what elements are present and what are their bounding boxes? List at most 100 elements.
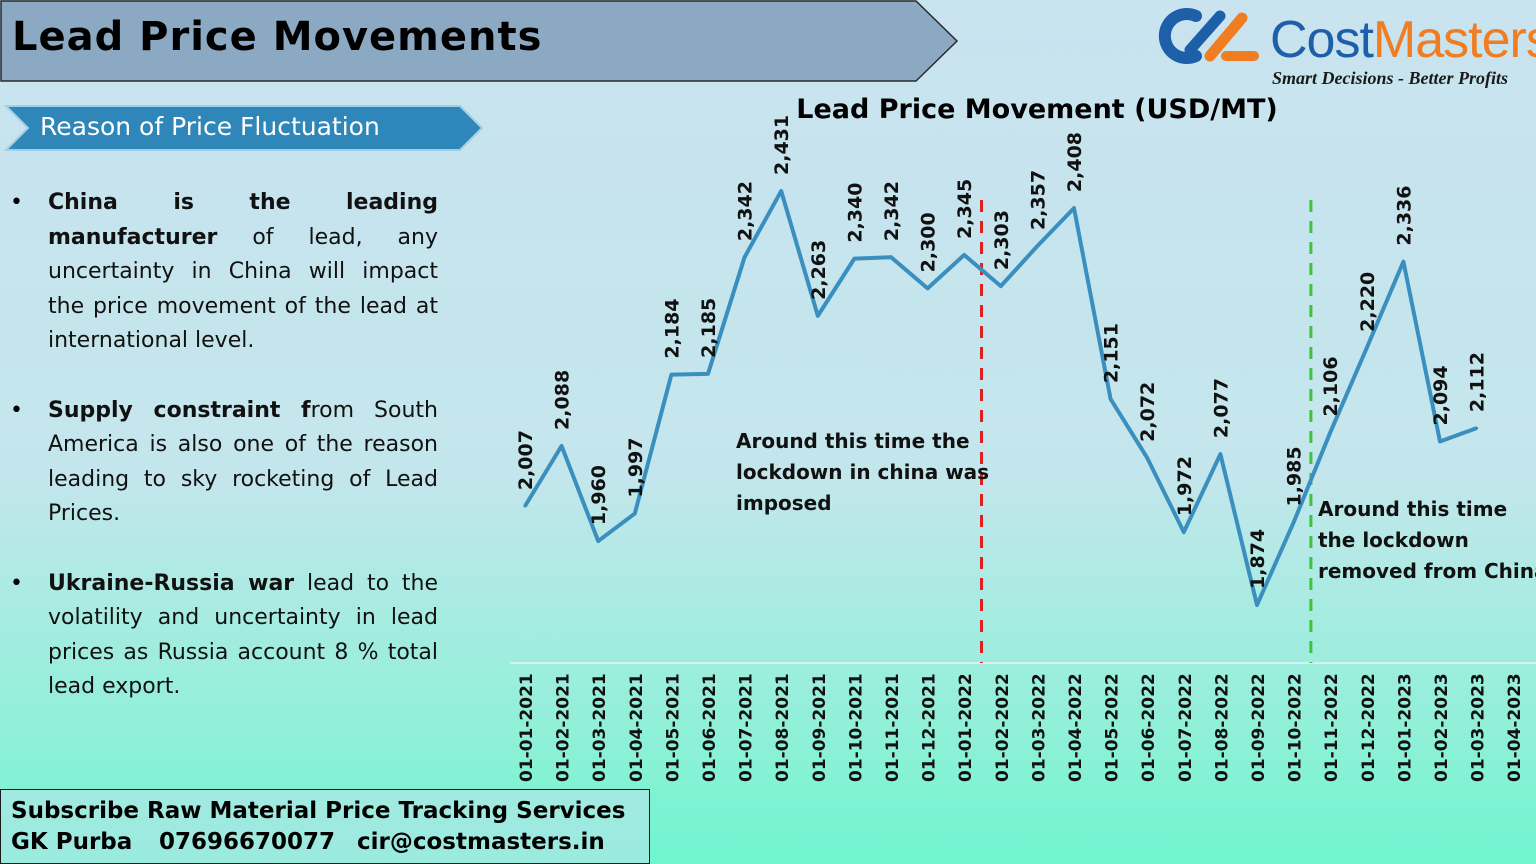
bullet-text: China is the leading manufacturer of lea…: [48, 186, 438, 359]
contact-phone: 07696670077: [159, 829, 336, 855]
x-tick-label: 01-01-2022: [956, 673, 976, 782]
page-title: Lead Price Movements: [12, 14, 543, 60]
data-label: 2,072: [1137, 382, 1159, 442]
data-point: [1255, 603, 1259, 607]
data-point: [560, 444, 564, 448]
lockdown-removed-annotation: removed from China: [1318, 559, 1536, 583]
x-tick-label: 01-09-2022: [1249, 673, 1269, 782]
data-point: [1365, 346, 1369, 350]
x-tick-label: 01-04-2022: [1066, 673, 1086, 782]
x-tick-label: 01-07-2021: [737, 673, 757, 782]
lockdown-imposed-annotation: imposed: [736, 491, 832, 515]
data-point: [743, 255, 747, 259]
x-tick-label: 01-11-2022: [1322, 673, 1342, 782]
lockdown-imposed-annotation: Around this time the: [736, 429, 970, 453]
data-point: [1145, 456, 1149, 460]
data-point: [633, 512, 637, 516]
list-item: • Ukraine-Russia war lead to the volatil…: [10, 567, 438, 705]
data-point: [779, 189, 783, 193]
x-tick-label: 01-01-2023: [1395, 673, 1415, 782]
data-label: 2,077: [1210, 378, 1232, 438]
data-label: 2,408: [1064, 132, 1086, 192]
data-point: [852, 257, 856, 261]
logo-cost: Cost: [1270, 11, 1374, 69]
data-label: 2,357: [1027, 170, 1049, 230]
data-label: 2,345: [954, 179, 976, 239]
section-title: Reason of Price Fluctuation: [40, 112, 380, 141]
x-tick-label: 01-04-2023: [1505, 673, 1525, 782]
data-point: [926, 286, 930, 290]
list-item: • China is the leading manufacturer of l…: [10, 186, 438, 359]
bullet-bold: China is the leading manufacturer: [48, 190, 438, 250]
chart-title: Lead Price Movement (USD/MT): [796, 94, 1277, 125]
data-point: [1292, 520, 1296, 524]
list-item: • Supply constraint from South America i…: [10, 394, 438, 532]
bullet-bold: Supply constraint f: [48, 397, 311, 423]
data-point: [1218, 452, 1222, 456]
x-tick-label: 01-05-2021: [663, 673, 683, 782]
section-banner: [4, 105, 484, 151]
x-tick-label: 01-06-2021: [700, 673, 720, 782]
data-point: [816, 314, 820, 318]
data-point: [706, 372, 710, 376]
bullet-text: Ukraine-Russia war lead to the volatilit…: [48, 567, 438, 705]
logo-wordmark: CostMasters: [1270, 10, 1536, 70]
data-point: [1328, 431, 1332, 435]
x-tick-label: 01-12-2022: [1359, 673, 1379, 782]
contact-footer: Subscribe Raw Material Price Tracking Se…: [0, 789, 650, 864]
x-tick-label: 01-04-2021: [627, 673, 647, 782]
data-label: 1,972: [1174, 456, 1196, 516]
logo: CostMasters Smart Decisions - Better Pro…: [1146, 4, 1536, 94]
data-point: [962, 253, 966, 257]
data-label: 1,960: [588, 465, 610, 525]
data-point: [1438, 439, 1442, 443]
data-label: 2,300: [918, 212, 940, 272]
data-label: 2,263: [808, 240, 830, 300]
data-label: 2,342: [881, 181, 903, 241]
data-point: [1401, 260, 1405, 264]
reasons-list: • China is the leading manufacturer of l…: [10, 186, 438, 740]
lockdown-imposed-annotation: lockdown in china was: [736, 460, 989, 484]
data-label: 2,220: [1357, 272, 1379, 332]
data-label: 2,340: [844, 183, 866, 243]
data-point: [669, 373, 673, 377]
data-point: [1109, 397, 1113, 401]
x-tick-label: 01-02-2022: [993, 673, 1013, 782]
logo-tagline: Smart Decisions - Better Profits: [1272, 68, 1509, 88]
x-tick-label: 01-07-2022: [1176, 673, 1196, 782]
data-point: [1072, 206, 1076, 210]
data-label: 1,874: [1247, 529, 1269, 589]
bullet-bold: Ukraine-Russia war: [48, 570, 295, 596]
x-tick-label: 01-05-2022: [1103, 673, 1123, 782]
data-label: 1,997: [625, 437, 647, 497]
data-label: 2,151: [1101, 323, 1123, 383]
data-label: 2,303: [991, 210, 1013, 270]
contact-email: cir@costmasters.in: [357, 829, 605, 855]
data-label: 2,336: [1393, 186, 1415, 246]
x-tick-label: 01-10-2022: [1286, 673, 1306, 782]
data-point: [889, 255, 893, 259]
bullet-text: Supply constraint from South America is …: [48, 394, 438, 532]
x-tick-label: 01-10-2021: [846, 673, 866, 782]
data-label: 2,184: [661, 298, 683, 358]
x-tick-label: 01-03-2021: [590, 673, 610, 782]
title-banner: [0, 0, 959, 82]
x-tick-label: 01-11-2021: [883, 673, 903, 782]
x-tick-label: 01-08-2021: [773, 673, 793, 782]
bullet-body: rom South America is also one of the rea…: [48, 397, 438, 527]
data-label: 2,094: [1430, 365, 1452, 425]
data-label: 2,431: [771, 115, 793, 175]
data-label: 2,088: [552, 370, 574, 430]
subscribe-text: Subscribe Raw Material Price Tracking Se…: [11, 798, 626, 824]
contact-name: GK Purba: [11, 829, 133, 855]
data-label: 2,106: [1320, 356, 1342, 416]
data-point: [523, 504, 527, 508]
data-label: 1,985: [1284, 446, 1306, 506]
x-tick-label: 01-12-2021: [920, 673, 940, 782]
bullet-body: lead to the volatility and uncertainty i…: [48, 570, 439, 700]
x-tick-label: 01-03-2023: [1469, 673, 1489, 782]
x-tick-label: 01-02-2021: [554, 673, 574, 782]
x-tick-label: 01-08-2022: [1212, 673, 1232, 782]
data-label: 2,342: [735, 181, 757, 241]
